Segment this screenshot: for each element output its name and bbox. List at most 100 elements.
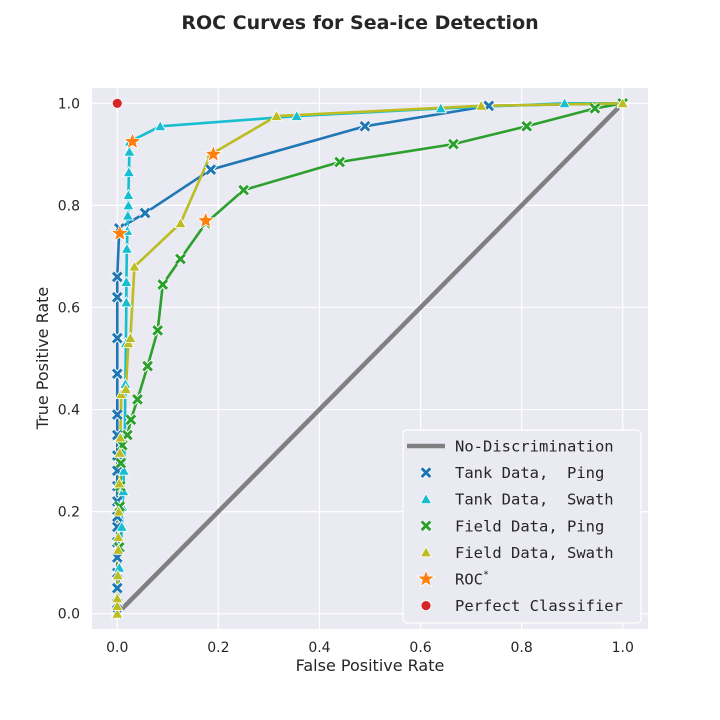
legend-label-text: Field Data, Swath xyxy=(455,544,614,562)
legend-entry: Tank Data, Ping xyxy=(419,464,604,482)
data-point-x xyxy=(124,413,137,426)
data-point-triangle xyxy=(113,446,126,458)
data-point-triangle xyxy=(111,569,124,581)
marker-cross xyxy=(125,414,137,426)
roc-star-point xyxy=(203,144,223,163)
legend-marker-dot xyxy=(420,600,432,611)
marker-cross xyxy=(111,291,123,303)
legend-entry: Field Data, Swath xyxy=(419,544,614,562)
marker-cross xyxy=(205,164,217,176)
legend-label: Field Data, Ping xyxy=(455,517,604,535)
roc-star-point xyxy=(196,210,216,229)
data-point-x xyxy=(151,324,164,337)
marker-cross xyxy=(111,409,123,421)
marker-cross xyxy=(420,520,432,532)
tick-labels: 0.0 0.2 0.4 0.6 0.8 1.0 0.0 0.2 0.4 0.6 0.8 1.0 xyxy=(58,96,634,656)
legend-label-text: Perfect Classifier xyxy=(455,597,623,615)
data-point-triangle xyxy=(174,216,187,229)
series-layer xyxy=(110,96,629,620)
data-point-triangle xyxy=(122,199,135,211)
data-point-triangle xyxy=(290,109,303,121)
x-tick-label: 0.2 xyxy=(207,640,229,656)
data-point-triangle xyxy=(111,592,124,604)
data-point-triangle xyxy=(112,505,125,517)
data-point-triangle xyxy=(124,331,137,343)
marker-cross xyxy=(521,120,533,132)
data-point-x xyxy=(156,278,169,291)
y-axis-label: True Positive Rate xyxy=(33,287,52,431)
marker-cross xyxy=(589,103,601,114)
data-point-triangle xyxy=(121,209,135,221)
legend-entry: Tank Data, Swath xyxy=(419,491,614,509)
data-point-x xyxy=(114,457,127,470)
x-tick-label: 0.8 xyxy=(511,640,533,656)
data-point-x xyxy=(447,138,460,151)
marker-cross xyxy=(139,207,151,219)
x-tick-label: 0.4 xyxy=(308,640,330,656)
y-tick-label: 0.2 xyxy=(58,505,80,521)
data-point-triangle xyxy=(120,296,133,308)
data-point-x xyxy=(141,360,154,373)
data-point-triangle xyxy=(120,275,133,287)
data-point-x xyxy=(358,120,372,133)
marker-cross xyxy=(111,332,123,344)
data-point-triangle xyxy=(117,464,131,476)
data-point-triangle xyxy=(558,96,571,109)
no-discrimination-line xyxy=(115,101,625,616)
data-point-triangle xyxy=(120,242,134,254)
legend-label-text: Tank Data, Swath xyxy=(455,491,614,509)
legend-label-text: ROC xyxy=(455,571,483,589)
legend-entry: ROC* xyxy=(416,568,489,589)
data-point-triangle xyxy=(113,477,126,489)
legend-label-text: Tank Data, Ping xyxy=(455,464,604,482)
data-point-triangle xyxy=(434,102,447,114)
data-point-x xyxy=(174,252,187,266)
data-point-triangle xyxy=(475,99,488,111)
data-point-x xyxy=(237,184,250,197)
marker-cross xyxy=(115,457,127,469)
legend-entry: Perfect Classifier xyxy=(420,597,623,615)
marker-cross xyxy=(238,184,249,196)
data-point-triangle xyxy=(119,382,133,394)
data-point-triangle xyxy=(112,530,125,542)
data-point-x xyxy=(520,120,533,133)
roc-star-point xyxy=(110,223,130,242)
data-point-x xyxy=(111,582,124,595)
data-point-triangle xyxy=(616,96,629,109)
data-point-triangle xyxy=(122,165,136,178)
legend-box xyxy=(402,429,642,624)
roc-star-point xyxy=(122,131,143,150)
y-tick-label: 0.0 xyxy=(58,607,80,623)
x-tick-label: 0.0 xyxy=(106,640,128,656)
series-markers xyxy=(111,96,629,619)
data-point-x xyxy=(111,332,124,345)
data-point-x xyxy=(139,206,152,220)
data-point-triangle xyxy=(111,599,124,611)
legend-entry: No-Discrimination xyxy=(407,438,614,456)
data-point-triangle xyxy=(122,188,135,200)
y-tick-label: 0.8 xyxy=(58,198,80,214)
data-point-x xyxy=(204,163,217,176)
y-tick-label: 0.6 xyxy=(58,300,80,316)
legend-marker-triangle xyxy=(419,546,433,558)
marker-cross xyxy=(142,360,153,372)
data-point-triangle xyxy=(123,145,136,157)
data-point-x xyxy=(131,393,144,406)
data-point-triangle xyxy=(115,520,129,532)
marker-cross xyxy=(175,253,186,265)
data-point-x xyxy=(111,270,124,283)
marker-cross xyxy=(152,325,164,336)
marker-cross xyxy=(111,271,123,283)
legend-label-text: Field Data, Ping xyxy=(455,517,604,535)
marker-cross xyxy=(334,156,346,168)
x-axis-label: False Positive Rate xyxy=(296,656,445,675)
marker-cross xyxy=(122,429,133,441)
data-point-x xyxy=(111,291,124,304)
data-point-triangle xyxy=(112,543,125,555)
data-point-triangle xyxy=(111,607,124,619)
y-tick-label: 1.0 xyxy=(58,96,80,112)
marker-cross xyxy=(420,467,432,478)
data-point-x xyxy=(111,408,124,421)
legend-label: Tank Data, Swath xyxy=(455,491,614,509)
x-tick-label: 1.0 xyxy=(612,640,634,656)
